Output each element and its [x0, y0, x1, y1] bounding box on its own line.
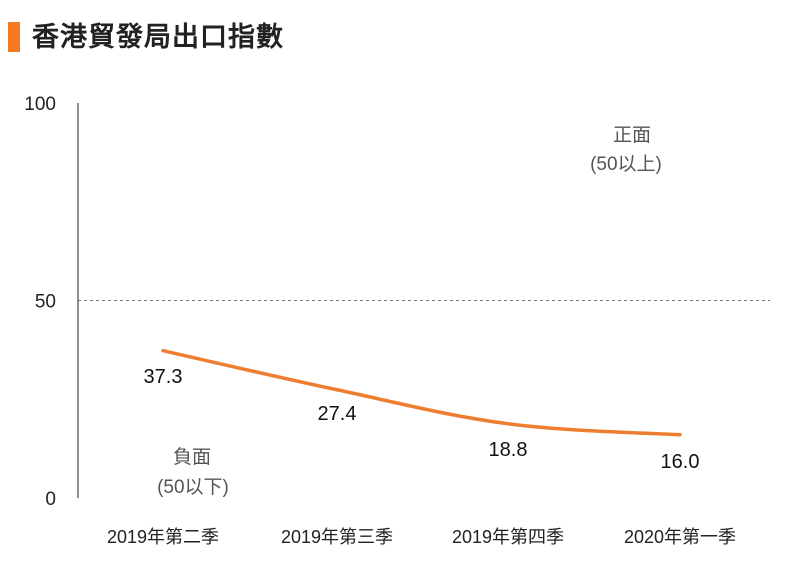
title-accent-bar	[8, 22, 20, 52]
chart-title: 香港貿發局出口指數	[32, 22, 284, 52]
y-tick-100: 100	[24, 94, 56, 115]
data-label-4: 16.0	[661, 451, 700, 473]
x-category-labels: 2019年第二季 2019年第三季 2019年第四季 2020年第一季	[107, 527, 736, 547]
annotations: 正面 (50以上) 負面 (50以下)	[157, 125, 662, 498]
data-labels: 37.3 27.4 18.8 16.0	[144, 366, 700, 473]
data-label-2: 27.4	[318, 403, 357, 425]
annotation-positive-title: 正面	[613, 125, 651, 146]
x-category-4: 2020年第一季	[624, 527, 736, 547]
annotation-negative-title: 負面	[173, 446, 211, 468]
x-category-2: 2019年第三季	[281, 527, 393, 547]
y-tick-0: 0	[45, 489, 56, 510]
series-line-export-index	[161, 348, 682, 437]
data-label-3: 18.8	[489, 439, 528, 461]
annotation-negative-range: (50以下)	[157, 477, 229, 498]
annotation-positive-range: (50以上)	[590, 153, 662, 175]
data-label-1: 37.3	[144, 366, 183, 388]
y-tick-labels: 0 50 100	[24, 94, 56, 510]
y-tick-50: 50	[35, 292, 56, 313]
x-category-1: 2019年第二季	[107, 527, 219, 547]
x-category-3: 2019年第四季	[452, 527, 564, 547]
